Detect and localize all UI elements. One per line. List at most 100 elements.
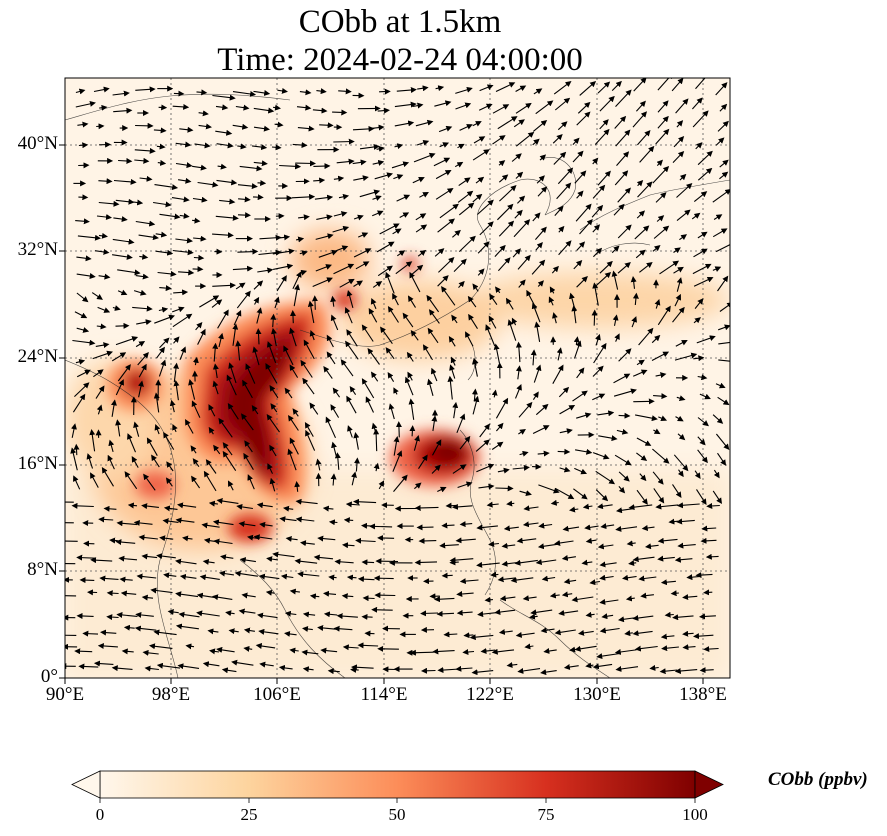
wind-arrow bbox=[478, 483, 495, 490]
wind-arrow bbox=[717, 452, 727, 466]
wind-arrow bbox=[154, 424, 161, 435]
wind-arrow bbox=[212, 519, 234, 526]
wind-arrow bbox=[493, 343, 500, 364]
wind-arrow bbox=[645, 543, 659, 550]
wind-arrow bbox=[173, 362, 179, 383]
wind-arrow bbox=[441, 285, 456, 306]
wind-arrow bbox=[554, 629, 576, 636]
wind-arrow bbox=[532, 138, 540, 146]
wind-arrow bbox=[115, 419, 122, 437]
wind-arrow bbox=[472, 149, 490, 161]
wind-arrow bbox=[318, 249, 338, 258]
wind-arrow bbox=[506, 500, 515, 507]
wind-arrow bbox=[90, 557, 113, 564]
wind-arrow bbox=[556, 182, 572, 200]
wind-arrow bbox=[599, 561, 617, 568]
wind-arrow bbox=[472, 395, 480, 415]
wind-arrow bbox=[137, 351, 149, 366]
wind-arrow bbox=[165, 477, 173, 487]
wind-arrow bbox=[349, 385, 357, 396]
wind-arrow bbox=[218, 332, 224, 348]
wind-arrow bbox=[437, 218, 455, 233]
wind-arrow bbox=[325, 416, 337, 439]
wind-arrow bbox=[420, 610, 439, 617]
wind-arrow bbox=[652, 165, 670, 184]
wind-arrow bbox=[626, 540, 636, 547]
wind-arrow bbox=[191, 475, 201, 489]
wind-arrow bbox=[332, 225, 350, 233]
wind-arrow bbox=[353, 432, 360, 450]
wind-arrow bbox=[238, 196, 251, 203]
wind-arrow bbox=[330, 314, 339, 331]
wind-arrow bbox=[456, 609, 473, 616]
wind-arrow bbox=[172, 103, 190, 110]
wind-arrow bbox=[407, 295, 416, 308]
wind-arrow bbox=[505, 297, 514, 310]
plot-title: CObb at 1.5km bbox=[298, 4, 502, 40]
wind-arrow bbox=[103, 505, 117, 512]
wind-arrow bbox=[655, 128, 670, 145]
wind-arrow bbox=[699, 613, 716, 620]
wind-arrow bbox=[115, 322, 130, 329]
wind-arrow bbox=[133, 519, 153, 526]
wind-arrow bbox=[227, 403, 239, 420]
wind-arrow bbox=[395, 261, 413, 275]
wind-arrow bbox=[353, 214, 364, 221]
wind-arrow bbox=[175, 162, 193, 169]
wind-arrow bbox=[577, 101, 591, 114]
wind-arrow bbox=[408, 398, 415, 420]
wind-arrow bbox=[175, 558, 197, 565]
wind-arrow bbox=[632, 111, 648, 128]
wind-arrow bbox=[632, 369, 648, 377]
wind-arrow bbox=[243, 452, 254, 470]
wind-arrow bbox=[402, 312, 414, 328]
wind-arrow bbox=[361, 559, 375, 566]
wind-arrow bbox=[432, 439, 442, 456]
wind-arrow bbox=[455, 86, 473, 94]
wind-arrow bbox=[476, 524, 498, 531]
wind-arrow bbox=[533, 88, 543, 95]
wind-arrow bbox=[457, 190, 474, 203]
wind-arrow bbox=[435, 170, 452, 180]
wind-arrow bbox=[239, 557, 256, 563]
wind-arrow bbox=[333, 625, 353, 632]
wind-arrow bbox=[232, 90, 257, 97]
wind-arrow bbox=[228, 362, 237, 384]
wind-arrow bbox=[614, 115, 627, 129]
wind-arrow bbox=[330, 473, 337, 486]
wind-arrow bbox=[573, 488, 588, 500]
wind-arrow bbox=[437, 275, 449, 287]
wind-arrow bbox=[712, 188, 730, 203]
wind-arrow bbox=[150, 587, 173, 594]
wind-arrow bbox=[135, 611, 154, 618]
wind-arrow bbox=[439, 203, 459, 219]
wind-arrow bbox=[632, 630, 653, 637]
wind-arrow bbox=[272, 551, 295, 558]
wind-arrow bbox=[694, 298, 704, 309]
wind-arrow bbox=[235, 282, 246, 290]
wind-arrow bbox=[676, 277, 683, 292]
wind-arrow bbox=[270, 313, 277, 328]
wind-arrow bbox=[672, 614, 694, 621]
wind-arrow bbox=[697, 436, 706, 446]
wind-arrow bbox=[576, 367, 585, 379]
wind-arrow bbox=[153, 392, 160, 413]
wind-arrow bbox=[638, 327, 654, 346]
wind-arrow bbox=[153, 127, 167, 134]
wind-arrow bbox=[277, 87, 288, 94]
wind-arrow bbox=[533, 364, 542, 383]
wind-arrow bbox=[657, 537, 678, 544]
wind-arrow bbox=[289, 437, 299, 455]
wind-arrow bbox=[495, 286, 502, 294]
wind-arrow bbox=[253, 125, 270, 132]
wind-arrow bbox=[571, 305, 578, 324]
wind-arrow bbox=[616, 428, 629, 435]
wind-arrow bbox=[79, 577, 95, 584]
wind-arrow bbox=[185, 419, 194, 434]
wind-arrow bbox=[576, 241, 586, 251]
wind-arrow bbox=[572, 137, 580, 145]
wind-arrow bbox=[416, 139, 430, 146]
wind-arrow bbox=[159, 285, 172, 292]
wind-arrow bbox=[693, 191, 708, 203]
wind-arrow bbox=[333, 211, 348, 217]
